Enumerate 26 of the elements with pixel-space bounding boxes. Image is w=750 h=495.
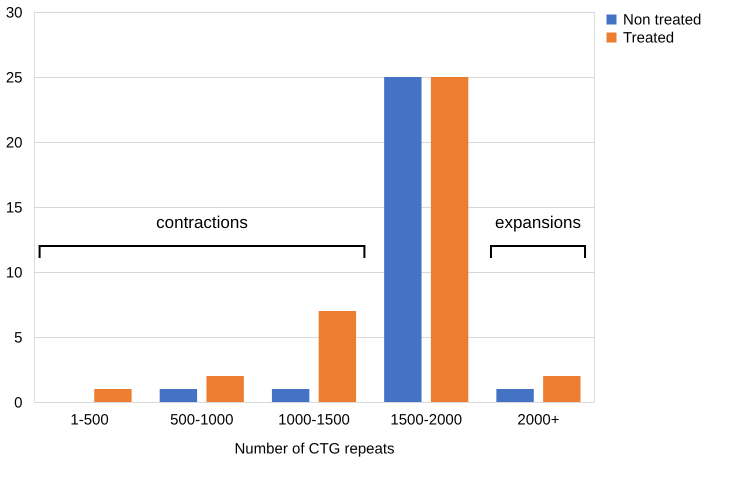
legend-label: Treated: [623, 30, 674, 46]
y-tick-label: 0: [14, 394, 22, 412]
bar: [430, 77, 468, 402]
y-tick-label: 15: [6, 200, 22, 216]
y-tick-label: 30: [6, 4, 22, 22]
x-tick-label: 500-1000: [170, 412, 234, 428]
bar: [206, 376, 244, 402]
y-tick-label: 25: [6, 70, 22, 86]
bar: [160, 389, 198, 402]
bar: [94, 389, 132, 402]
annotation: contractions: [156, 213, 248, 232]
y-tick-label: 20: [6, 134, 22, 152]
annotation: expansions: [494, 213, 582, 232]
bar: [496, 389, 534, 402]
x-axis-title: Number of CTG repeats: [234, 440, 395, 458]
x-tick-label: 1000-1500: [278, 412, 350, 428]
bar: [384, 77, 422, 402]
bar: [318, 311, 356, 402]
y-tick-label: 10: [6, 264, 22, 282]
legend-label: Non treated: [623, 12, 702, 28]
x-tick-label: 1500-2000: [390, 412, 462, 428]
y-tick-label: 5: [14, 330, 22, 346]
bar: [272, 389, 310, 402]
x-tick-label: 2000+: [517, 412, 560, 428]
bar: [543, 376, 581, 402]
x-tick-label: 1-500: [70, 412, 109, 428]
